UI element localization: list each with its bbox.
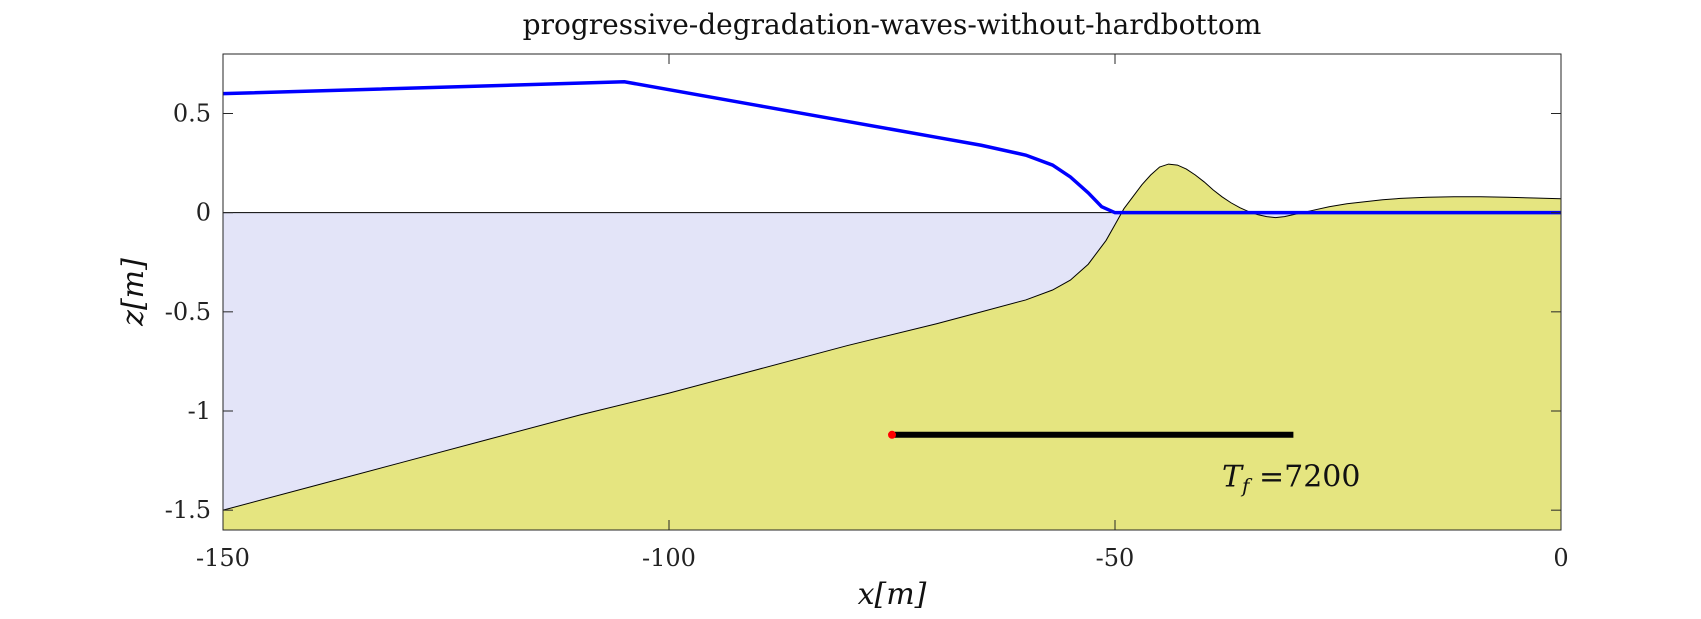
x-tick-label: -100 <box>642 544 696 572</box>
x-axis: -150 -100 -50 0 <box>196 54 1569 572</box>
chart-title: progressive-degradation-waves-without-ha… <box>523 8 1262 41</box>
y-tick-label: -1.5 <box>165 496 211 524</box>
y-tick-label: 0 <box>196 199 211 227</box>
plot-area <box>223 80 1561 530</box>
x-tick-label: 0 <box>1553 544 1568 572</box>
y-tick-label: -0.5 <box>165 298 211 326</box>
water-surface-line <box>223 80 1561 215</box>
y-axis: 0.5 0 -0.5 -1 -1.5 <box>165 100 1561 524</box>
sand-fill <box>223 164 1561 530</box>
x-tick-label: -50 <box>1096 544 1135 572</box>
y-tick-label: 0.5 <box>173 100 211 128</box>
plot-frame <box>222 53 1562 531</box>
water-fill <box>223 164 1561 511</box>
bed-profile-line <box>223 163 1561 511</box>
time-annotation: Tf =7200 <box>1222 459 1360 497</box>
y-tick-label: -1 <box>188 397 211 425</box>
x-tick-label: -150 <box>196 544 250 572</box>
y-axis-label: z[m] <box>116 258 151 327</box>
x-axis-label: x[m] <box>858 577 927 612</box>
time-progress-marker <box>888 430 896 439</box>
time-annotation-value: =7200 <box>1249 459 1360 494</box>
time-annotation-symbol: T <box>1222 459 1244 494</box>
